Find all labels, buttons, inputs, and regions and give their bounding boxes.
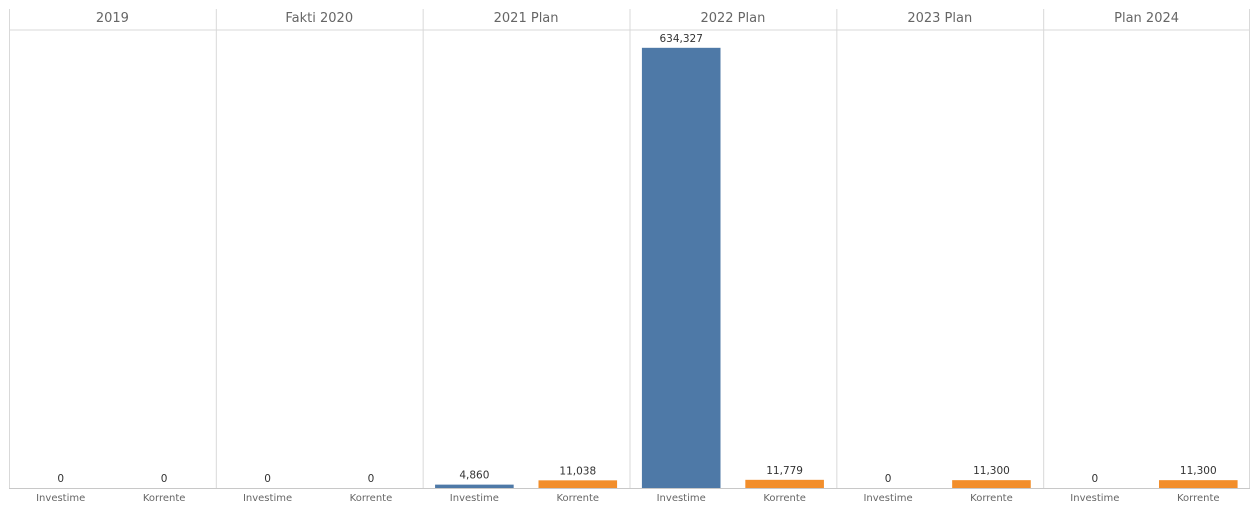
bar-korrente — [952, 480, 1031, 488]
data-label: 0 — [368, 473, 375, 485]
category-label: Korrente — [557, 493, 600, 504]
category-label: Korrente — [1177, 493, 1220, 504]
bar-investime — [435, 484, 514, 488]
data-label: 4,860 — [459, 470, 489, 482]
category-label: Investime — [450, 493, 499, 504]
category-label: Investime — [657, 493, 706, 504]
category-label: Korrente — [970, 493, 1013, 504]
category-label: Korrente — [350, 493, 393, 504]
data-label: 0 — [1092, 473, 1099, 485]
data-label: 11,300 — [1180, 465, 1217, 477]
category-label: Korrente — [763, 493, 806, 504]
panel-header: 2023 Plan — [907, 11, 972, 26]
data-label: 0 — [57, 473, 64, 485]
bar-investime — [641, 47, 721, 489]
panel-header: 2021 Plan — [494, 11, 559, 26]
panel-header: Fakti 2020 — [285, 11, 353, 26]
data-label: 0 — [264, 473, 271, 485]
category-label: Korrente — [143, 493, 186, 504]
data-label: 11,300 — [973, 465, 1010, 477]
panel-header: Plan 2024 — [1114, 11, 1179, 26]
panel-header: 2019 — [96, 11, 129, 26]
data-label: 11,038 — [559, 465, 596, 477]
bar-korrente — [1158, 480, 1238, 488]
data-label: 0 — [885, 473, 892, 485]
panel-header: 2022 Plan — [700, 11, 765, 26]
category-label: Investime — [863, 493, 912, 504]
category-label: Investime — [36, 493, 85, 504]
data-label: 634,327 — [659, 33, 702, 45]
category-label: Investime — [243, 493, 292, 504]
data-label: 0 — [161, 473, 168, 485]
bar-korrente — [745, 479, 824, 488]
data-label: 11,779 — [766, 465, 803, 477]
bar-korrente — [538, 480, 618, 488]
category-label: Investime — [1070, 493, 1119, 504]
